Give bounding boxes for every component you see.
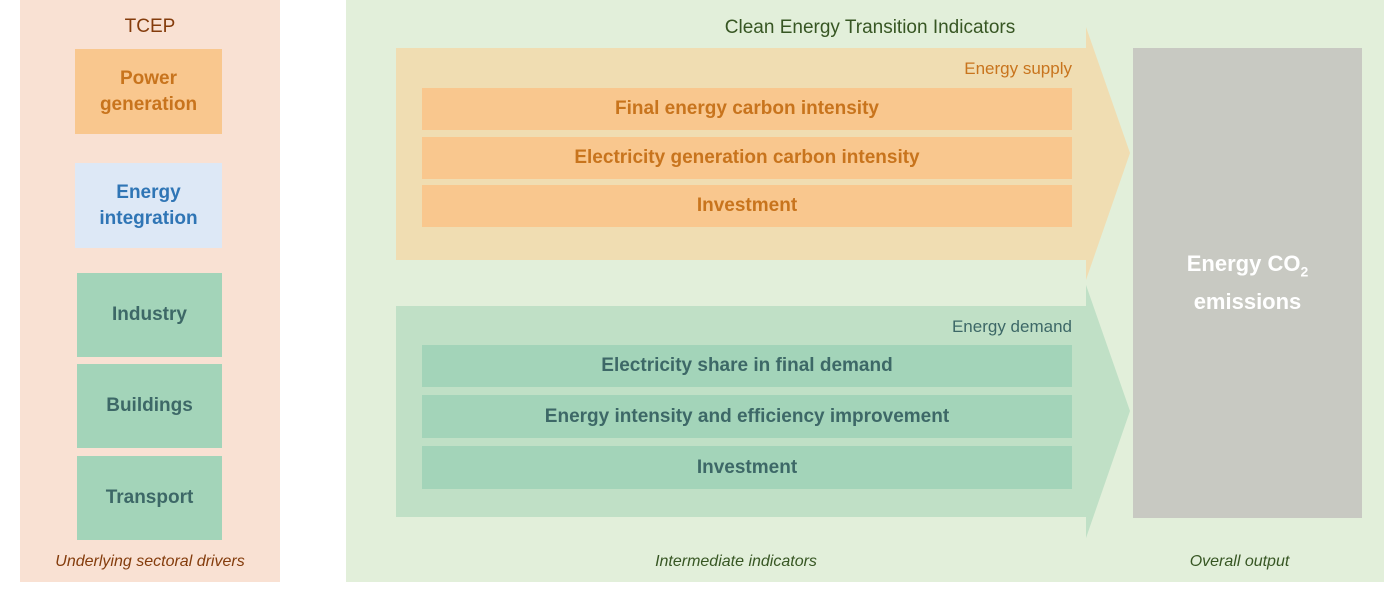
tcep-caption: Underlying sectoral drivers bbox=[55, 553, 245, 570]
electricity-share-indicator: Electricity share in final demand bbox=[422, 345, 1072, 387]
buildings-box: Buildings bbox=[77, 364, 222, 448]
ceti-caption: Intermediate indicators bbox=[655, 553, 817, 570]
energy-intensity-efficiency-indicator: Energy intensity and efficiency improvem… bbox=[422, 395, 1072, 438]
output-title-line2: emissions bbox=[1193, 288, 1302, 314]
ceti-title: Clean Energy Transition Indicators bbox=[724, 17, 1016, 38]
power-generation-box: Power generation bbox=[75, 49, 222, 134]
energy-co2-emissions-box: Energy CO2 emissions bbox=[1133, 48, 1362, 518]
output-caption: Overall output bbox=[1189, 553, 1290, 570]
output-title-subscript: 2 bbox=[1300, 263, 1309, 280]
energy-demand-label: Energy demand bbox=[951, 317, 1072, 336]
energy-integration-box: Energy integration bbox=[75, 163, 222, 248]
tcep-title: TCEP bbox=[124, 16, 176, 37]
energy-supply-label: Energy supply bbox=[964, 59, 1072, 78]
electricity-generation-carbon-intensity-indicator: Electricity generation carbon intensity bbox=[422, 137, 1072, 179]
output-title-main: Energy CO bbox=[1186, 251, 1301, 277]
transport-box: Transport bbox=[77, 456, 222, 540]
output-title-line1: Energy CO2 bbox=[1187, 249, 1309, 286]
industry-box: Industry bbox=[77, 273, 222, 357]
final-energy-carbon-intensity-indicator: Final energy carbon intensity bbox=[422, 88, 1072, 130]
demand-investment-indicator: Investment bbox=[422, 446, 1072, 489]
supply-investment-indicator: Investment bbox=[422, 185, 1072, 227]
